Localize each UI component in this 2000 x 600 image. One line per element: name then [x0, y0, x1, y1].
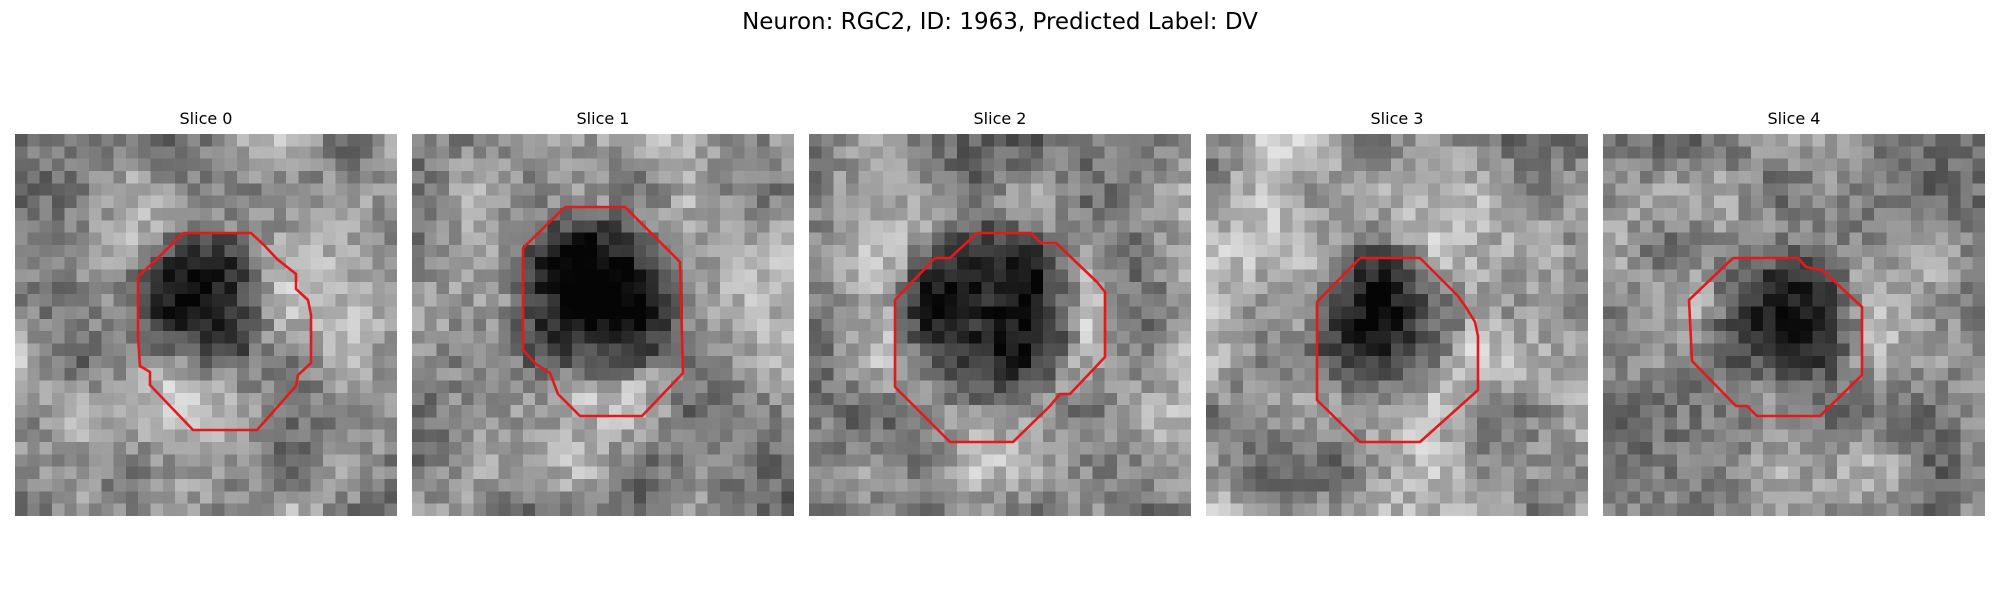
slice-2-image: [809, 134, 1191, 516]
slice-1-contour: [521, 205, 685, 418]
slice-1-image: [412, 134, 794, 516]
slice-3-contour: [1315, 256, 1480, 444]
slice-3-title: Slice 3: [1370, 109, 1424, 128]
slice-0-image: [15, 134, 397, 516]
slice-4-image: [1603, 134, 1985, 516]
slice-4-contour: [1687, 256, 1864, 418]
slice-2-contour: [893, 231, 1107, 444]
slice-3-image: [1206, 134, 1588, 516]
slice-0-title: Slice 0: [179, 109, 233, 128]
slice-1-title: Slice 1: [576, 109, 630, 128]
figure-title: Neuron: RGC2, ID: 1963, Predicted Label:…: [742, 9, 1258, 35]
slice-4-title: Slice 4: [1767, 109, 1821, 128]
slice-2-title: Slice 2: [973, 109, 1027, 128]
slice-0-contour: [136, 231, 313, 432]
